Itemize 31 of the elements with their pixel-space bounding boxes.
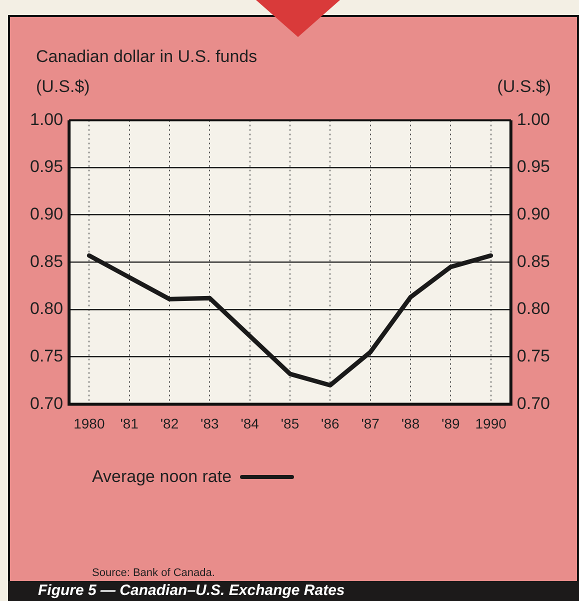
x-tick-label: '87 [361, 415, 380, 432]
y-tick-label: 1.00 [30, 110, 64, 129]
y-tick-label: 0.95 [30, 157, 64, 176]
y2-tick-label: 0.85 [516, 252, 550, 271]
x-tick-label: '88 [401, 415, 420, 432]
x-tick-label: '84 [240, 415, 260, 432]
y-tick-label: 0.80 [30, 299, 64, 318]
y-tick-label: 0.85 [30, 252, 64, 271]
x-tick-label: 1990 [475, 415, 507, 432]
y2-tick-label: 0.90 [516, 204, 550, 224]
x-tick-label: '86 [321, 415, 340, 432]
y-tick-label: 0.75 [30, 346, 64, 366]
y-axis-title: (U.S.$) [36, 77, 90, 97]
y-tick-label: 0.70 [30, 394, 64, 413]
source-note: Source: Bank of Canada. [92, 567, 215, 579]
y-tick-label: 0.90 [30, 204, 64, 224]
x-tick-label: '83 [200, 415, 219, 432]
y2-tick-label: 0.75 [516, 346, 550, 366]
y2-axis-title: (U.S.$) [497, 77, 551, 97]
y2-tick-label: 1.00 [516, 110, 550, 129]
y2-tick-label: 0.95 [516, 157, 550, 176]
x-tick-label: 1980 [74, 415, 105, 432]
x-tick-label: '85 [280, 415, 300, 432]
legend-label: Average noon rate [92, 467, 232, 487]
x-tick-label: '81 [120, 415, 139, 432]
x-tick-label: '89 [442, 415, 460, 432]
y2-tick-label: 0.80 [516, 299, 550, 318]
chart-subtitle: Canadian dollar in U.S. funds [36, 47, 258, 67]
y2-tick-label: 0.70 [516, 394, 550, 413]
text: Figure 5 — Canadian–U.S. Exchange Rates [8, 581, 579, 601]
x-tick-label: '82 [160, 415, 179, 432]
